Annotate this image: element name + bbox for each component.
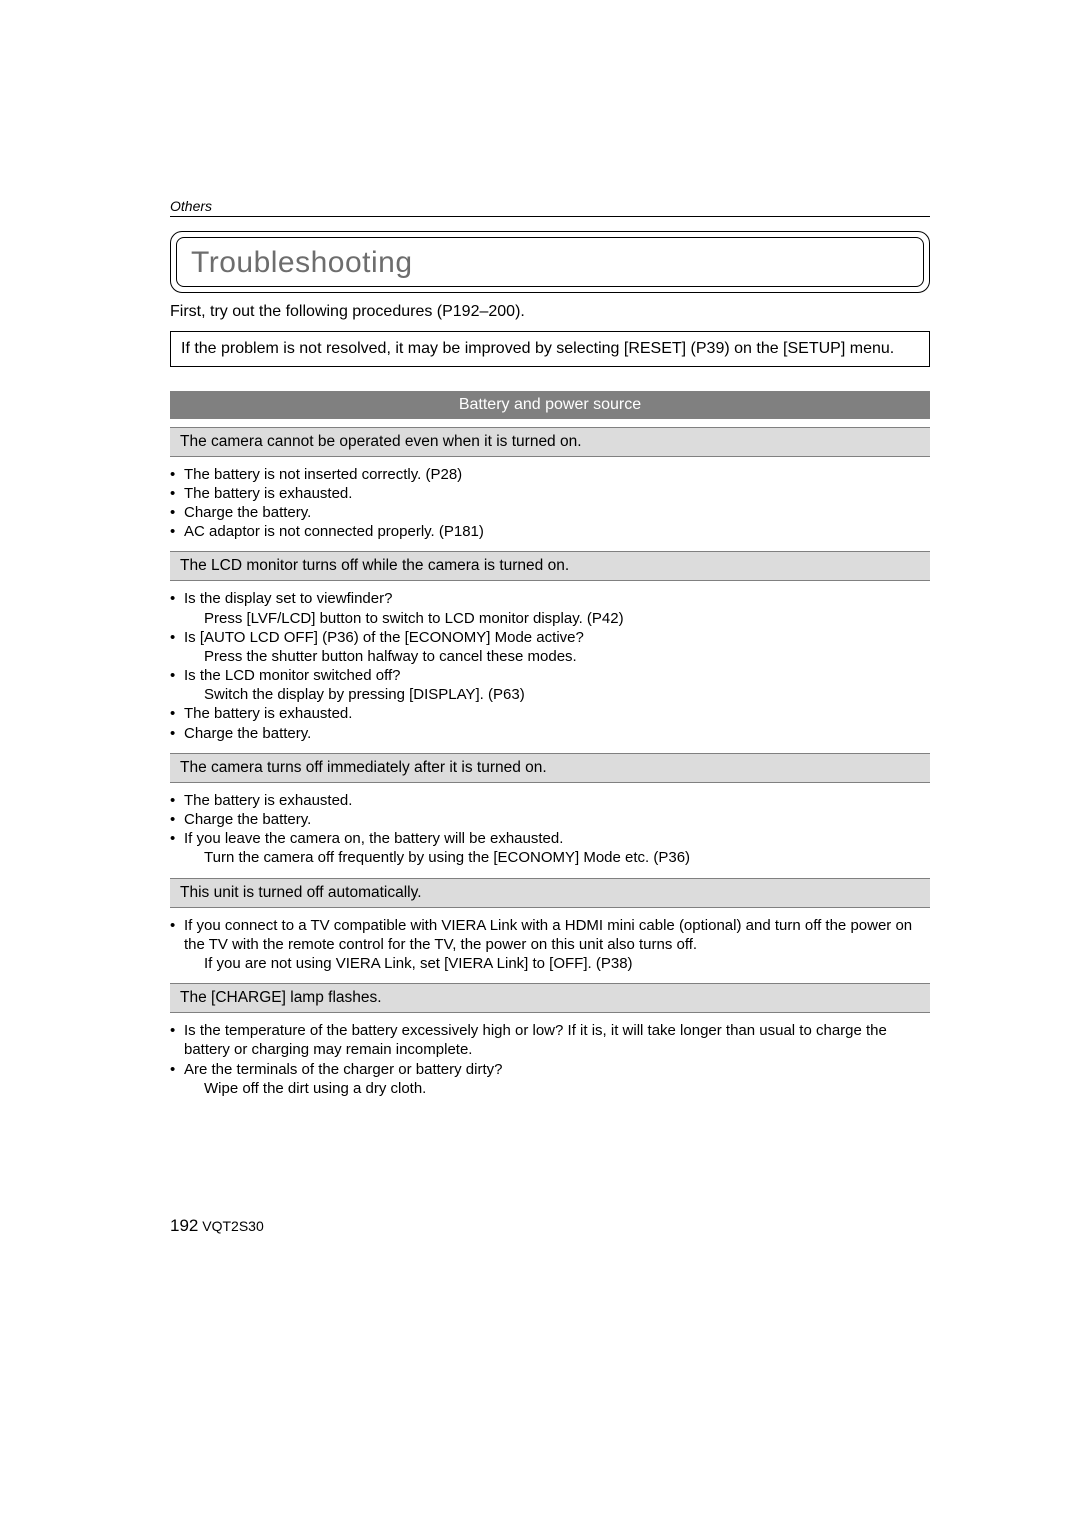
bullet-subtext: Turn the camera off frequently by using … — [170, 848, 930, 867]
issue-bullets: •The battery is exhausted.•Charge the ba… — [170, 791, 930, 868]
bullet-dot: • — [170, 1021, 184, 1059]
bullet-dot: • — [170, 503, 184, 522]
issue-bullets: •Is the temperature of the battery exces… — [170, 1021, 930, 1098]
bullet-dot: • — [170, 810, 184, 829]
issue-title-bar: This unit is turned off automatically. — [170, 878, 930, 908]
bullet-text: Are the terminals of the charger or batt… — [184, 1060, 930, 1079]
bullet-item: •The battery is not inserted correctly. … — [170, 465, 930, 484]
bullet-dot: • — [170, 704, 184, 723]
bullet-dot: • — [170, 916, 184, 954]
bullet-text: Is the display set to viewfinder? — [184, 589, 930, 608]
bullet-text: Is the LCD monitor switched off? — [184, 666, 930, 685]
bullet-dot: • — [170, 829, 184, 848]
issue-bullets: •If you connect to a TV compatible with … — [170, 916, 930, 974]
bullet-dot: • — [170, 666, 184, 685]
page-title: Troubleshooting — [191, 246, 909, 280]
issues-container: The camera cannot be operated even when … — [170, 427, 930, 1098]
bullet-item: •Charge the battery. — [170, 503, 930, 522]
bullet-dot: • — [170, 724, 184, 743]
issue-title-bar: The camera cannot be operated even when … — [170, 427, 930, 457]
bullet-item: •The battery is exhausted. — [170, 791, 930, 810]
bullet-item: •The battery is exhausted. — [170, 484, 930, 503]
bullet-dot: • — [170, 628, 184, 647]
bullet-dot: • — [170, 589, 184, 608]
bullet-text: The battery is exhausted. — [184, 484, 930, 503]
bullet-text: The battery is not inserted correctly. (… — [184, 465, 930, 484]
bullet-dot: • — [170, 791, 184, 810]
bullet-item: •Is the temperature of the battery exces… — [170, 1021, 930, 1059]
doc-code: VQT2S30 — [202, 1218, 263, 1234]
bullet-item: •Is the display set to viewfinder? — [170, 589, 930, 608]
bullet-subtext: Press [LVF/LCD] button to switch to LCD … — [170, 609, 930, 628]
document-page: Others Troubleshooting First, try out th… — [170, 198, 930, 1108]
bullet-text: If you connect to a TV compatible with V… — [184, 916, 930, 954]
category-bar: Battery and power source — [170, 391, 930, 419]
bullet-text: AC adaptor is not connected properly. (P… — [184, 522, 930, 541]
title-frame: Troubleshooting — [170, 231, 930, 293]
bullet-text: Is [AUTO LCD OFF] (P36) of the [ECONOMY]… — [184, 628, 930, 647]
intro-text: First, try out the following procedures … — [170, 303, 930, 321]
bullet-item: •AC adaptor is not connected properly. (… — [170, 522, 930, 541]
bullet-dot: • — [170, 484, 184, 503]
bullet-item: •Is the LCD monitor switched off? — [170, 666, 930, 685]
issue-title-bar: The [CHARGE] lamp flashes. — [170, 983, 930, 1013]
bullet-item: •The battery is exhausted. — [170, 704, 930, 723]
section-header: Others — [170, 198, 930, 217]
bullet-subtext: If you are not using VIERA Link, set [VI… — [170, 954, 930, 973]
bullet-item: •If you connect to a TV compatible with … — [170, 916, 930, 954]
bullet-subtext: Press the shutter button halfway to canc… — [170, 647, 930, 666]
bullet-text: Charge the battery. — [184, 810, 930, 829]
bullet-item: •Charge the battery. — [170, 724, 930, 743]
bullet-subtext: Switch the display by pressing [DISPLAY]… — [170, 685, 930, 704]
bullet-text: The battery is exhausted. — [184, 791, 930, 810]
bullet-item: •Is [AUTO LCD OFF] (P36) of the [ECONOMY… — [170, 628, 930, 647]
bullet-dot: • — [170, 465, 184, 484]
bullet-text: If you leave the camera on, the battery … — [184, 829, 930, 848]
bullet-text: The battery is exhausted. — [184, 704, 930, 723]
note-box: If the problem is not resolved, it may b… — [170, 331, 930, 367]
bullet-text: Is the temperature of the battery excess… — [184, 1021, 930, 1059]
issue-title-bar: The camera turns off immediately after i… — [170, 753, 930, 783]
bullet-text: Charge the battery. — [184, 724, 930, 743]
bullet-subtext: Wipe off the dirt using a dry cloth. — [170, 1079, 930, 1098]
bullet-dot: • — [170, 1060, 184, 1079]
issue-title-bar: The LCD monitor turns off while the came… — [170, 551, 930, 581]
bullet-item: •Charge the battery. — [170, 810, 930, 829]
page-number: 192 — [170, 1216, 198, 1235]
bullet-item: •If you leave the camera on, the battery… — [170, 829, 930, 848]
title-frame-inner: Troubleshooting — [176, 237, 924, 287]
bullet-text: Charge the battery. — [184, 503, 930, 522]
issue-bullets: •Is the display set to viewfinder?Press … — [170, 589, 930, 743]
bullet-item: •Are the terminals of the charger or bat… — [170, 1060, 930, 1079]
issue-bullets: •The battery is not inserted correctly. … — [170, 465, 930, 542]
bullet-dot: • — [170, 522, 184, 541]
page-footer: 192 VQT2S30 — [170, 1216, 264, 1236]
